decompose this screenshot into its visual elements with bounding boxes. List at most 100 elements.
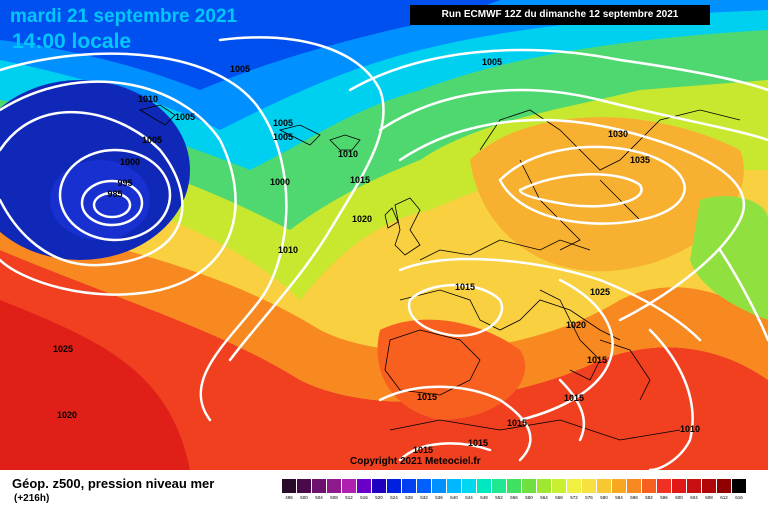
scale-label: 612 (720, 495, 728, 500)
scale-label: 536 (435, 495, 443, 500)
scale-swatch (417, 479, 431, 493)
scale-label: 564 (540, 495, 548, 500)
scale-swatch (687, 479, 701, 493)
scale-swatch (327, 479, 341, 493)
isobar-label: 1005 (142, 135, 162, 145)
scale-label: 528 (405, 495, 413, 500)
scale-swatch (717, 479, 731, 493)
isobar-label: 1010 (278, 245, 298, 255)
scale-swatch (372, 479, 386, 493)
isobars (0, 36, 768, 470)
isobar-label: 1015 (417, 392, 437, 402)
isobar-label: 1015 (350, 175, 370, 185)
scale-swatch (357, 479, 371, 493)
scale-swatch (312, 479, 326, 493)
scale-swatch (282, 479, 296, 493)
isobar-label: 1035 (630, 155, 650, 165)
scale-swatch (342, 479, 356, 493)
scale-label: 524 (390, 495, 398, 500)
scale-label: 596 (660, 495, 668, 500)
scale-label: 560 (525, 495, 533, 500)
high-east-green (690, 196, 768, 320)
scale-swatch (477, 479, 491, 493)
isobar-label: 1005 (482, 57, 502, 67)
isobar-label: 1005 (230, 64, 250, 74)
scale-swatch (627, 479, 641, 493)
scale-swatch (582, 479, 596, 493)
scale-swatch (657, 479, 671, 493)
scale-swatch (507, 479, 521, 493)
isobar-label: 1030 (608, 129, 628, 139)
scale-label: 568 (555, 495, 563, 500)
low-inner (50, 160, 150, 240)
scale-swatch (432, 479, 446, 493)
isobar-label: 1015 (455, 282, 475, 292)
model-run-banner: Run ECMWF 12Z du dimanche 12 septembre 2… (410, 5, 710, 25)
isobar-label: 1025 (590, 287, 610, 297)
isobar-label: 1010 (680, 424, 700, 434)
legend-subtitle: (+216h) (14, 493, 50, 504)
isobar-label: 1010 (338, 149, 358, 159)
isobar-label: 1005 (175, 112, 195, 122)
scale-label: 608 (705, 495, 713, 500)
scale-label: 532 (420, 495, 428, 500)
forecast-local-time: 14:00 locale (12, 30, 132, 53)
isobar-label: 1020 (566, 320, 586, 330)
scale-label: 544 (465, 495, 473, 500)
scale-label: 504 (315, 495, 323, 500)
isobar-label: 1000 (120, 157, 140, 167)
scale-label: 512 (345, 495, 353, 500)
scale-swatch (552, 479, 566, 493)
scale-swatch (567, 479, 581, 493)
scale-swatch (447, 479, 461, 493)
scale-label: 600 (675, 495, 683, 500)
scale-label: 556 (510, 495, 518, 500)
scale-swatch (672, 479, 686, 493)
isobar-label: 1025 (53, 344, 73, 354)
scale-label: 520 (375, 495, 383, 500)
scale-label: 572 (570, 495, 578, 500)
scale-label: 500 (300, 495, 308, 500)
band-red (0, 250, 768, 470)
isobar-label: 985 (107, 189, 122, 199)
scale-label: 540 (450, 495, 458, 500)
isobar-label: 1000 (270, 177, 290, 187)
scale-label: 584 (615, 495, 623, 500)
scale-swatch (732, 479, 746, 493)
isobar-label: 1020 (352, 214, 372, 224)
isobar-label: 1015 (564, 393, 584, 403)
color-scale: 496 500 504 508 512 516 520 524 528 532 536 540 544 5… (282, 479, 746, 503)
scale-swatch (492, 479, 506, 493)
forecast-date: mardi 21 septembre 2021 (10, 6, 238, 27)
scale-swatch (642, 479, 656, 493)
scale-swatch (462, 479, 476, 493)
isobar-label: 1015 (413, 445, 433, 455)
isobar-label: 1005 (273, 132, 293, 142)
scale-swatch (297, 479, 311, 493)
isobar-label: 1005 (273, 118, 293, 128)
scale-label: 576 (585, 495, 593, 500)
isobar-label: 1015 (468, 438, 488, 448)
scale-label: 508 (330, 495, 338, 500)
isobar-label: 1010 (138, 94, 158, 104)
scale-label: 548 (480, 495, 488, 500)
legend-title: Géop. z500, pression niveau mer (12, 476, 215, 491)
scale-swatch (537, 479, 551, 493)
scale-swatch (387, 479, 401, 493)
isobar-label: 1015 (507, 418, 527, 428)
scale-swatch (702, 479, 716, 493)
scale-swatch (612, 479, 626, 493)
isobar-label: 1015 (587, 355, 607, 365)
scale-swatch (597, 479, 611, 493)
band-deep-red (0, 300, 190, 470)
isobar-label: 1020 (57, 410, 77, 420)
scale-label: 496 (285, 495, 293, 500)
scale-label: 552 (495, 495, 503, 500)
scale-label: 592 (645, 495, 653, 500)
scale-label: 604 (690, 495, 698, 500)
scale-label: 588 (630, 495, 638, 500)
scale-swatch (402, 479, 416, 493)
band-orange (0, 220, 768, 402)
